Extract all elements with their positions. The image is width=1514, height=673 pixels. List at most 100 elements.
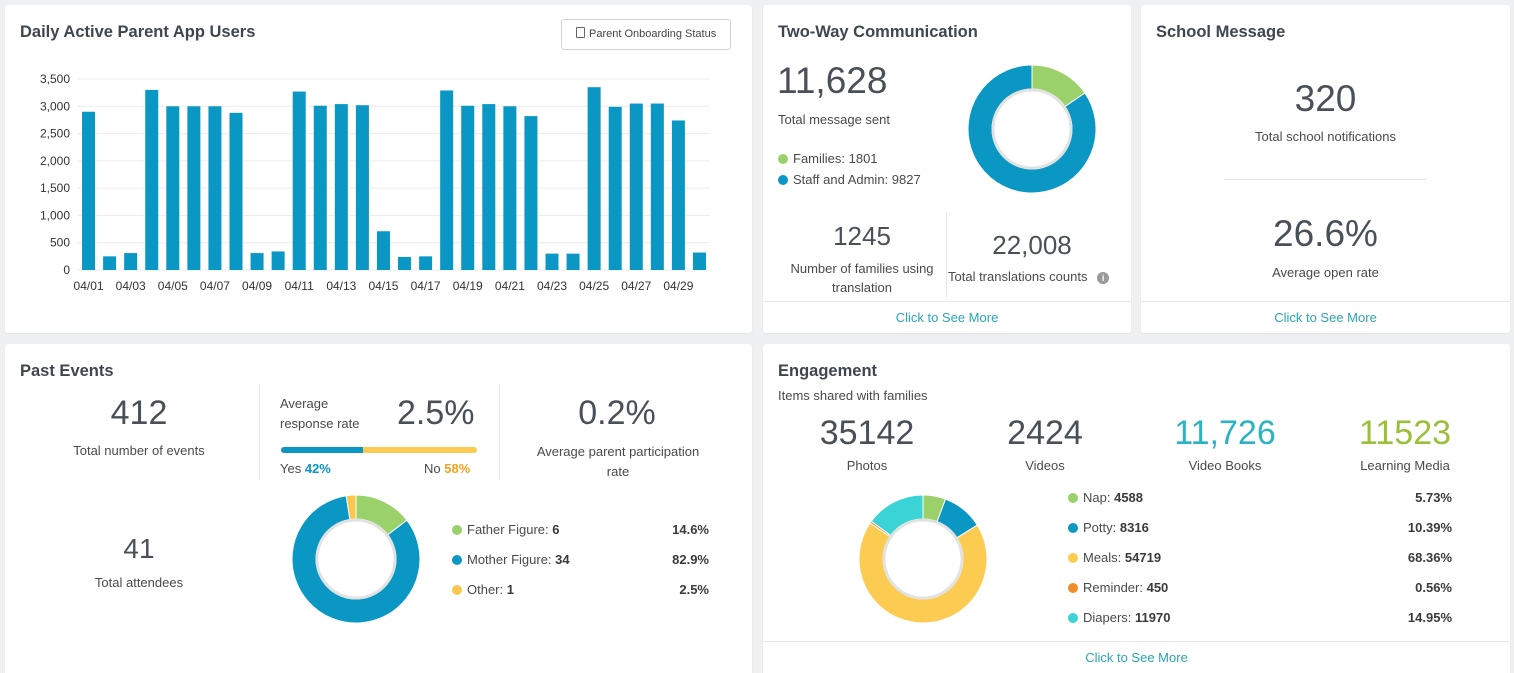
bar-04/08[interactable] <box>229 112 243 270</box>
two-way-communication-card: Two-Way Communication 11,628 Total messa… <box>763 5 1131 333</box>
legend-families-dot <box>778 154 788 164</box>
legend-dot <box>1068 583 1078 593</box>
bar-04/01[interactable] <box>82 111 96 270</box>
engagement-title: Engagement <box>778 362 878 380</box>
bar-04/23[interactable] <box>545 253 559 270</box>
learning-media-label: Learning Media <box>1360 458 1450 473</box>
engagement-card: Engagement Items shared with families 35… <box>763 344 1510 673</box>
response-rate-bar <box>281 447 477 453</box>
legend-name: Potty: <box>1083 520 1117 535</box>
x-tick-label: 04/09 <box>242 279 272 293</box>
past-events-divider-1 <box>259 384 260 480</box>
x-tick-label: 04/13 <box>326 279 356 293</box>
no-label: No <box>424 461 441 476</box>
bar-04/29[interactable] <box>671 120 685 270</box>
bar-04/19[interactable] <box>461 105 475 271</box>
bar-04/09[interactable] <box>250 253 264 270</box>
past-events-donut <box>291 494 421 624</box>
bar-04/30[interactable] <box>692 252 706 270</box>
bar-04/06[interactable] <box>187 106 201 271</box>
legend-father-figure-count: 6 <box>552 522 560 537</box>
bar-04/26[interactable] <box>608 106 622 271</box>
bar-04/02[interactable] <box>103 256 117 270</box>
legend-count: 450 <box>1146 580 1169 595</box>
bar-04/16[interactable] <box>398 256 412 270</box>
engagement-donut <box>858 494 988 624</box>
y-tick-label: 0 <box>63 263 70 277</box>
bar-04/28[interactable] <box>650 103 664 270</box>
no-response: No 58% <box>424 461 470 476</box>
school-message-see-more-link[interactable]: Click to See More <box>1141 301 1510 333</box>
legend-name: Reminder: <box>1083 580 1143 595</box>
bar-04/05[interactable] <box>166 106 180 271</box>
info-icon[interactable]: i <box>1097 272 1110 284</box>
legend-percent: 10.39% <box>1407 520 1452 535</box>
bar-04/20[interactable] <box>482 104 496 270</box>
legend-other-name: Other: <box>467 582 504 597</box>
x-tick-label: 04/11 <box>285 279 314 293</box>
two-way-communication-title: Two-Way Communication <box>778 23 978 41</box>
total-message-sent-value: 11,628 <box>777 60 888 101</box>
legend-count: 4588 <box>1114 490 1144 505</box>
learning-media-value: 11523 <box>1358 414 1452 452</box>
y-tick-label: 1,000 <box>40 208 70 222</box>
bar-04/17[interactable] <box>419 256 433 270</box>
legend-father-figure-dot <box>452 525 462 535</box>
video-books-stat: 11,726 Video Books <box>1136 414 1314 473</box>
x-tick-label: 04/27 <box>621 279 651 293</box>
legend-families: Families: 1801 <box>778 151 878 166</box>
photos-label: Photos <box>846 458 888 473</box>
total-translations-label-text: Total translations counts <box>948 269 1088 284</box>
bar-04/22[interactable] <box>524 116 538 270</box>
bar-04/10[interactable] <box>271 251 285 270</box>
bar-04/14[interactable] <box>355 105 369 271</box>
bar-04/24[interactable] <box>566 253 580 270</box>
daily-active-users-chart: 0 500 1,000 1,500 2,000 2,500 3,000 3,500 04/01 0… <box>40 72 710 293</box>
past-events-title: Past Events <box>20 362 114 380</box>
legend-diapers: Diapers: 11970 <box>1068 610 1170 625</box>
bar-04/12[interactable] <box>313 105 327 271</box>
x-tick-label: 04/05 <box>158 279 188 293</box>
past-events-divider-2 <box>499 384 500 480</box>
bar-04/15[interactable] <box>376 231 390 270</box>
videos-value: 2424 <box>1007 414 1083 452</box>
total-events-value: 412 <box>110 394 168 432</box>
y-tick-label: 500 <box>50 236 70 250</box>
bar-04/03[interactable] <box>124 253 138 270</box>
legend-nap: Nap: 4588 <box>1068 490 1143 505</box>
bar-04/11[interactable] <box>292 91 306 271</box>
x-tick-label: 04/29 <box>663 279 693 293</box>
legend-other: Other: 1 <box>452 582 514 597</box>
engagement-see-more-link[interactable]: Click to See More <box>763 641 1510 673</box>
legend-staff-admin: Staff and Admin: 9827 <box>778 172 921 187</box>
legend-potty: Potty: 8316 <box>1068 520 1149 535</box>
bar-04/13[interactable] <box>334 104 348 270</box>
parent-onboarding-status-button[interactable]: Parent Onboarding Status <box>561 19 732 50</box>
two-way-donut <box>967 64 1097 194</box>
bar-04/07[interactable] <box>208 106 222 271</box>
bar-04/04[interactable] <box>145 89 159 271</box>
total-translations-value: 22,008 <box>992 230 1072 260</box>
bar-04/21[interactable] <box>503 106 517 271</box>
total-translations-label: Total translations counts i <box>948 269 1110 284</box>
legend-name: Diapers: <box>1083 610 1132 625</box>
bar-04/25[interactable] <box>587 87 601 270</box>
two-way-see-more-link[interactable]: Click to See More <box>763 301 1131 333</box>
legend-percent: 5.73% <box>1415 490 1452 505</box>
y-tick-label: 1,500 <box>40 181 70 195</box>
yes-label: Yes <box>280 461 302 476</box>
legend-percent: 0.56% <box>1415 580 1452 595</box>
donut-hole <box>991 88 1073 170</box>
school-notifications-value: 320 <box>1294 78 1357 119</box>
bar-04/18[interactable] <box>440 90 454 271</box>
legend-father-figure-percent: 14.6% <box>672 522 709 537</box>
legend-staff-admin-dot <box>778 175 788 185</box>
legend-mother-figure: Mother Figure: 34 <box>452 552 570 567</box>
bar-04/27[interactable] <box>629 103 643 270</box>
legend-father-figure: Father Figure: 6 <box>452 522 560 537</box>
past-events-card: Past Events 412 Total number of events A… <box>5 344 752 673</box>
legend-dot <box>1068 613 1078 623</box>
no-percent: 58% <box>444 461 471 476</box>
video-books-label: Video Books <box>1188 458 1262 473</box>
legend-count: 54719 <box>1124 550 1162 565</box>
